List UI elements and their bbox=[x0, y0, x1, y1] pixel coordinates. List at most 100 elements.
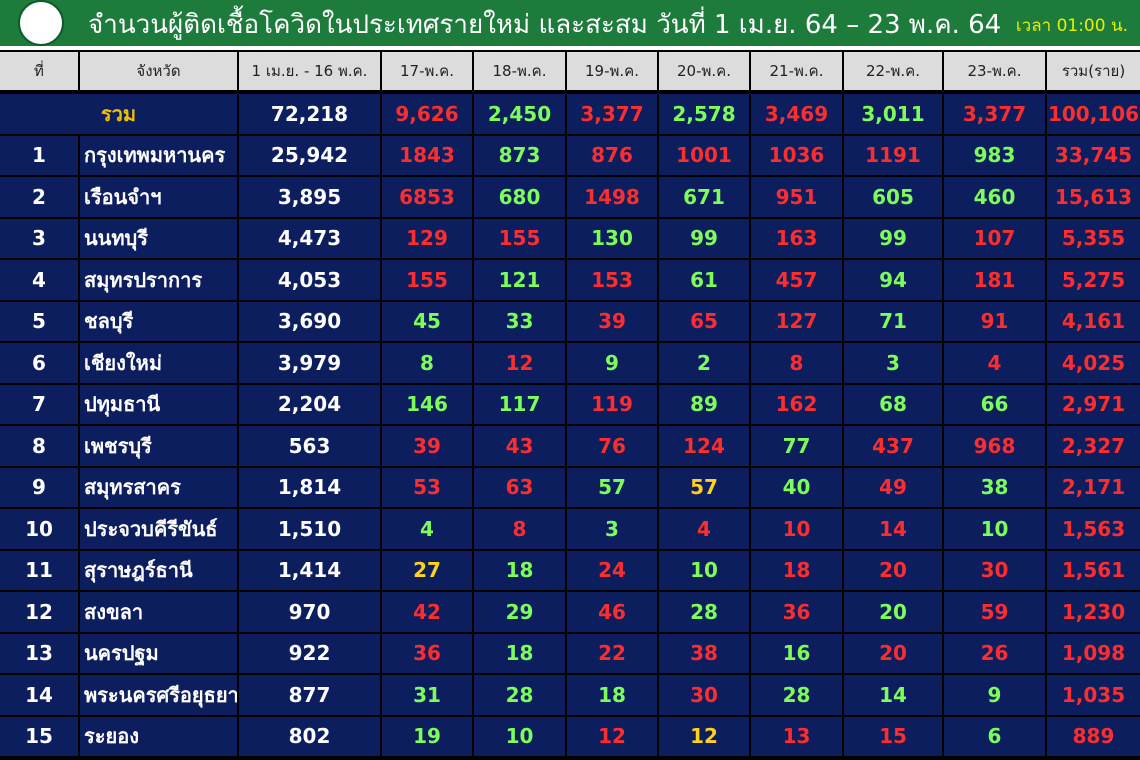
count-cell: 28 bbox=[659, 592, 749, 632]
rank: 5 bbox=[0, 301, 78, 341]
count-cell: 460 bbox=[944, 177, 1045, 217]
time-label: เวลา 01:00 น. bbox=[1015, 16, 1128, 36]
count-cell: 2,171 bbox=[1047, 467, 1140, 507]
total-cell: 9,626 bbox=[382, 94, 472, 134]
count-cell: 71 bbox=[844, 301, 942, 341]
count-cell: 12 bbox=[567, 716, 657, 756]
count-cell: 43 bbox=[474, 426, 565, 466]
count-cell: 24 bbox=[567, 550, 657, 590]
total-cell: 2,578 bbox=[659, 94, 749, 134]
total-label: รวม bbox=[0, 94, 237, 134]
count-cell: 20 bbox=[844, 592, 942, 632]
count-cell: 1498 bbox=[567, 177, 657, 217]
count-cell: 9 bbox=[944, 675, 1045, 715]
province: นนทบุรี bbox=[80, 218, 237, 258]
count-cell: 33,745 bbox=[1047, 135, 1140, 175]
count-cell: 1,414 bbox=[239, 550, 380, 590]
column-header: 17-พ.ค. bbox=[382, 52, 472, 90]
count-cell: 40 bbox=[751, 467, 842, 507]
count-cell: 15 bbox=[844, 716, 942, 756]
count-cell: 59 bbox=[944, 592, 1045, 632]
total-cell: 100,106 bbox=[1047, 94, 1140, 134]
count-cell: 9 bbox=[567, 343, 657, 383]
total-cell: 72,218 bbox=[239, 94, 380, 134]
count-cell: 99 bbox=[844, 218, 942, 258]
rank: 3 bbox=[0, 218, 78, 258]
count-cell: 1,098 bbox=[1047, 633, 1140, 673]
count-cell: 20 bbox=[844, 633, 942, 673]
rank: 1 bbox=[0, 135, 78, 175]
count-cell: 10 bbox=[944, 509, 1045, 549]
count-cell: 1,230 bbox=[1047, 592, 1140, 632]
count-cell: 10 bbox=[659, 550, 749, 590]
count-cell: 2 bbox=[659, 343, 749, 383]
count-cell: 563 bbox=[239, 426, 380, 466]
count-cell: 42 bbox=[382, 592, 472, 632]
count-cell: 61 bbox=[659, 260, 749, 300]
rank: 4 bbox=[0, 260, 78, 300]
count-cell: 49 bbox=[844, 467, 942, 507]
count-cell: 26 bbox=[944, 633, 1045, 673]
count-cell: 1,035 bbox=[1047, 675, 1140, 715]
column-header: จังหวัด bbox=[80, 52, 237, 90]
count-cell: 39 bbox=[382, 426, 472, 466]
province: ระยอง bbox=[80, 716, 237, 756]
column-header: 23-พ.ค. bbox=[944, 52, 1045, 90]
province: สมุทรปราการ bbox=[80, 260, 237, 300]
count-cell: 38 bbox=[659, 633, 749, 673]
count-cell: 63 bbox=[474, 467, 565, 507]
province: สมุทรสาคร bbox=[80, 467, 237, 507]
rank: 14 bbox=[0, 675, 78, 715]
rank: 13 bbox=[0, 633, 78, 673]
province: เชียงใหม่ bbox=[80, 343, 237, 383]
count-cell: 3,690 bbox=[239, 301, 380, 341]
count-cell: 970 bbox=[239, 592, 380, 632]
rank: 15 bbox=[0, 716, 78, 756]
count-cell: 457 bbox=[751, 260, 842, 300]
count-cell: 1843 bbox=[382, 135, 472, 175]
column-header: 1 เม.ย. - 16 พ.ค. bbox=[239, 52, 380, 90]
count-cell: 15,613 bbox=[1047, 177, 1140, 217]
count-cell: 68 bbox=[844, 384, 942, 424]
count-cell: 1036 bbox=[751, 135, 842, 175]
province: นครปฐม bbox=[80, 633, 237, 673]
province: ประจวบคีรีขันธ์ bbox=[80, 509, 237, 549]
count-cell: 4,025 bbox=[1047, 343, 1140, 383]
province: พระนครศรีอยุธยา bbox=[80, 675, 237, 715]
rank: 8 bbox=[0, 426, 78, 466]
count-cell: 16 bbox=[751, 633, 842, 673]
count-cell: 12 bbox=[474, 343, 565, 383]
count-cell: 4 bbox=[382, 509, 472, 549]
count-cell: 951 bbox=[751, 177, 842, 217]
count-cell: 889 bbox=[1047, 716, 1140, 756]
count-cell: 30 bbox=[659, 675, 749, 715]
count-cell: 1,814 bbox=[239, 467, 380, 507]
count-cell: 155 bbox=[382, 260, 472, 300]
count-cell: 13 bbox=[751, 716, 842, 756]
province: กรุงเทพมหานคร bbox=[80, 135, 237, 175]
count-cell: 5,355 bbox=[1047, 218, 1140, 258]
count-cell: 130 bbox=[567, 218, 657, 258]
logo bbox=[18, 0, 64, 46]
count-cell: 873 bbox=[474, 135, 565, 175]
rank: 7 bbox=[0, 384, 78, 424]
count-cell: 6 bbox=[944, 716, 1045, 756]
count-cell: 107 bbox=[944, 218, 1045, 258]
count-cell: 77 bbox=[751, 426, 842, 466]
province: ชลบุรี bbox=[80, 301, 237, 341]
count-cell: 3 bbox=[844, 343, 942, 383]
count-cell: 124 bbox=[659, 426, 749, 466]
column-header: 18-พ.ค. bbox=[474, 52, 565, 90]
count-cell: 28 bbox=[751, 675, 842, 715]
total-cell: 3,377 bbox=[567, 94, 657, 134]
count-cell: 1,561 bbox=[1047, 550, 1140, 590]
count-cell: 968 bbox=[944, 426, 1045, 466]
count-cell: 2,971 bbox=[1047, 384, 1140, 424]
column-header: รวม(ราย) bbox=[1047, 52, 1140, 90]
count-cell: 57 bbox=[659, 467, 749, 507]
count-cell: 1,510 bbox=[239, 509, 380, 549]
count-cell: 163 bbox=[751, 218, 842, 258]
column-header: 20-พ.ค. bbox=[659, 52, 749, 90]
count-cell: 4,161 bbox=[1047, 301, 1140, 341]
count-cell: 94 bbox=[844, 260, 942, 300]
